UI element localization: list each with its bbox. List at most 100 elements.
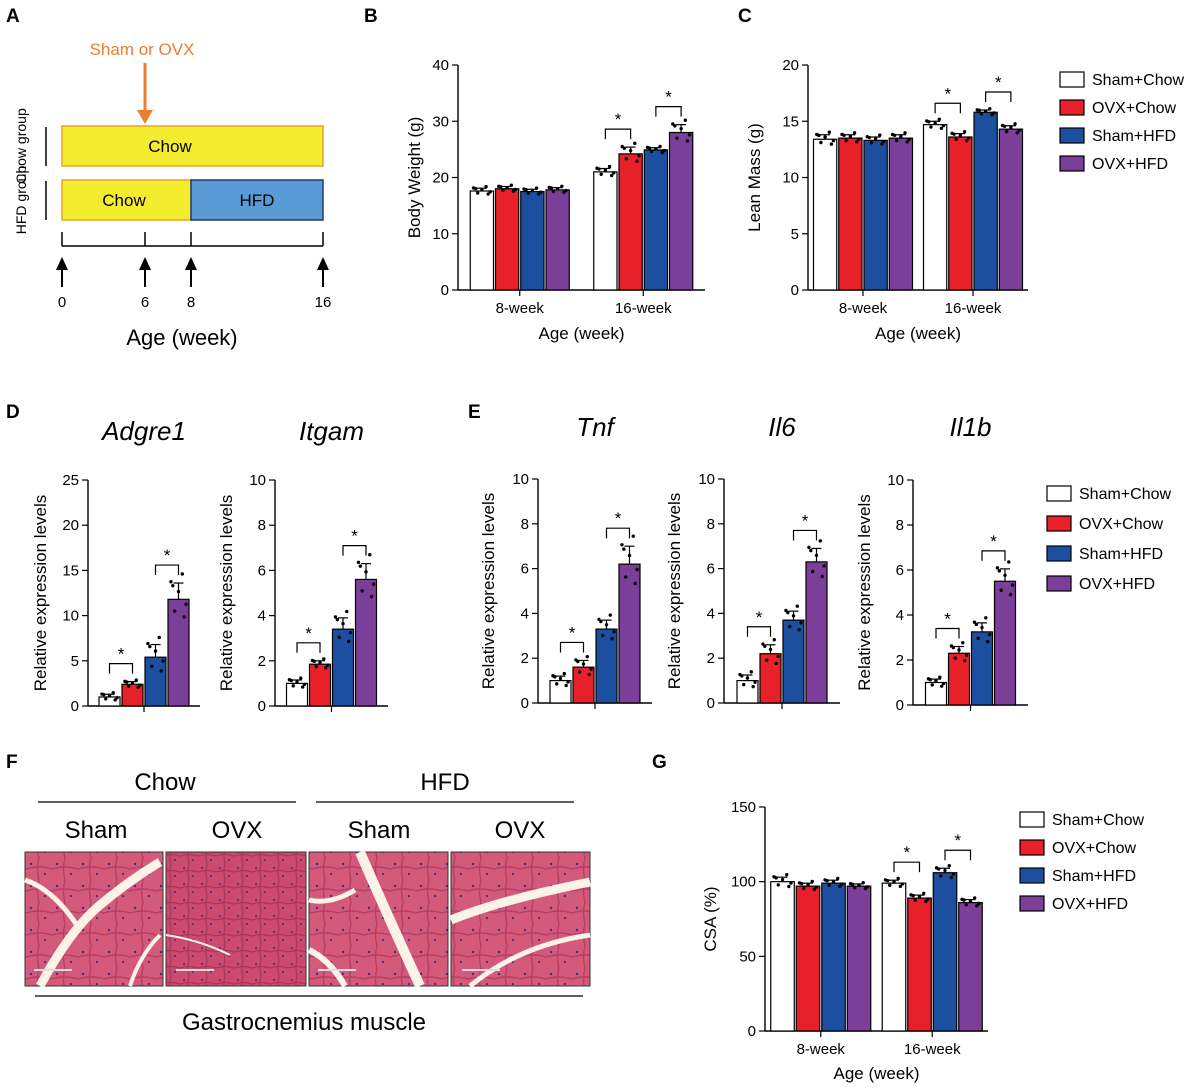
- chart-il1b: 0 2 4 6 8 10 Relative expression levels Il1b * *: [855, 412, 1028, 714]
- data-point: [295, 680, 299, 684]
- data-point: [751, 684, 755, 689]
- data-point: [673, 124, 677, 128]
- data-point: [312, 659, 317, 664]
- data-point: [161, 659, 165, 663]
- significance-star: *: [615, 110, 622, 129]
- data-point: [852, 131, 857, 135]
- data-point: [878, 133, 882, 137]
- data-point: [975, 904, 979, 908]
- y-tick-label: 5: [71, 653, 79, 670]
- data-point: [130, 681, 135, 685]
- significance-bracket: [108, 662, 134, 674]
- significance-star: *: [990, 532, 997, 551]
- data-point: [562, 190, 566, 195]
- timepoint-arrow-icon: [139, 257, 151, 270]
- data-point: [635, 567, 639, 572]
- data-point: [484, 184, 488, 189]
- data-point: [289, 678, 294, 683]
- data-point: [857, 883, 861, 887]
- x-axis-title: Age (week): [875, 324, 961, 343]
- data-point: [962, 658, 967, 663]
- data-point: [609, 173, 614, 178]
- data-point: [964, 653, 969, 657]
- data-point: [943, 868, 947, 873]
- data-point: [589, 667, 593, 671]
- data-point: [802, 886, 806, 890]
- chart-body-weight: 0 10 20 30 40 Body Weight (g) 8-week 16-week * * A…: [405, 57, 705, 343]
- data-point: [610, 637, 614, 641]
- y-tick-label: 0: [521, 695, 529, 712]
- data-point: [601, 633, 605, 638]
- data-point: [896, 876, 900, 881]
- data-point: [791, 614, 796, 618]
- legend-swatch: [1019, 811, 1045, 828]
- significance-bracket: [792, 529, 818, 541]
- age-axis-ticks: [61, 232, 324, 246]
- bar: [998, 128, 1024, 291]
- timepoint-label: 6: [141, 294, 149, 311]
- significance-bracket: [893, 861, 921, 873]
- data-point: [953, 656, 957, 660]
- y-tick-label: 40: [432, 57, 449, 74]
- bar: [520, 190, 545, 291]
- data-point: [776, 654, 780, 659]
- data-point: [745, 676, 750, 680]
- y-tick-label: 8: [521, 516, 529, 533]
- data-point: [620, 543, 624, 547]
- significance-bracket: [559, 641, 585, 653]
- data-point: [954, 137, 958, 142]
- legend-swatch: [1059, 127, 1085, 144]
- y-tick-label: 2: [258, 653, 266, 670]
- data-point: [679, 127, 683, 131]
- data-point: [581, 662, 586, 666]
- significance-star: *: [164, 546, 171, 565]
- significance-star: *: [665, 88, 672, 107]
- bar: [759, 653, 782, 704]
- data-point: [848, 134, 853, 139]
- data-point: [988, 107, 992, 111]
- bar: [838, 137, 863, 291]
- data-point: [102, 692, 106, 697]
- significance-star: *: [903, 843, 910, 862]
- data-point: [888, 883, 892, 888]
- data-point: [360, 589, 364, 593]
- significance-bracket: [604, 128, 632, 140]
- y-tick-label: 30: [432, 113, 449, 130]
- significance-star: *: [954, 831, 961, 850]
- legend-swatch: [1046, 515, 1072, 532]
- y-axis-title: Relative expression levels: [31, 495, 50, 692]
- data-point: [486, 192, 490, 196]
- legend-swatch: [1059, 155, 1085, 172]
- data-point: [687, 133, 692, 137]
- data-point: [838, 884, 842, 889]
- y-tick-label: 6: [258, 562, 266, 579]
- data-point: [854, 140, 859, 144]
- significance-star: *: [305, 624, 312, 643]
- data-point: [576, 659, 580, 664]
- bar: [993, 580, 1017, 706]
- data-point: [861, 880, 865, 885]
- data-point: [740, 674, 744, 678]
- bar: [618, 153, 643, 291]
- data-point: [964, 903, 968, 907]
- data-point: [836, 876, 840, 881]
- y-tick-label: 20: [782, 57, 799, 74]
- data-point: [599, 619, 603, 624]
- data-point: [999, 588, 1003, 592]
- data-point: [968, 899, 973, 903]
- data-point: [536, 192, 541, 196]
- data-point: [587, 672, 591, 677]
- bar: [924, 681, 948, 706]
- data-point: [346, 639, 351, 644]
- data-point: [633, 141, 637, 146]
- data-point: [903, 131, 907, 135]
- data-point: [182, 615, 186, 619]
- bar: [922, 124, 948, 291]
- data-point: [929, 125, 933, 129]
- data-point: [939, 684, 944, 688]
- legend-swatch: [1046, 485, 1072, 502]
- data-point: [553, 675, 557, 679]
- hfd-group-chow-label: Chow: [102, 191, 146, 210]
- data-point: [930, 683, 934, 687]
